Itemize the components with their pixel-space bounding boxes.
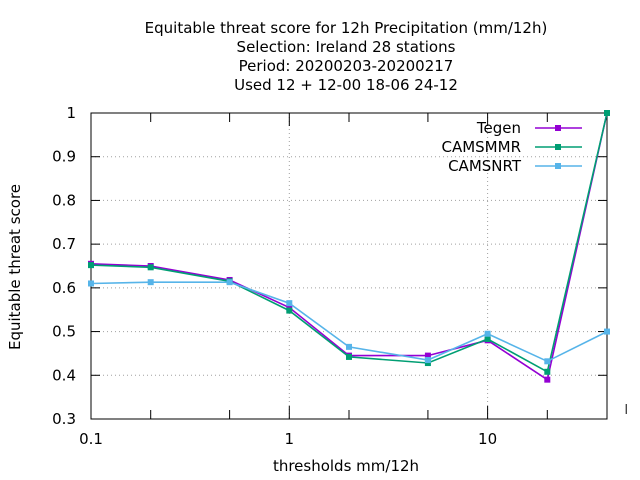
data-point [424, 352, 431, 359]
y-tick-label: 0.7 [52, 235, 76, 253]
data-point [424, 360, 431, 367]
y-tick-label: 0.9 [52, 148, 76, 166]
data-point [544, 358, 551, 365]
legend-label: Tegen [476, 119, 521, 137]
series-lines [88, 110, 610, 383]
y-tick-label: 0.6 [52, 279, 76, 297]
legend-marker [555, 163, 561, 169]
chart-title-line-2: Selection: Ireland 28 stations [237, 38, 456, 56]
grid [91, 113, 607, 419]
data-point [424, 356, 431, 363]
data-point [484, 330, 491, 337]
chart-title-line-4: Used 12 + 12-00 18-06 24-12 [234, 76, 458, 94]
x-tick-label: 1 [285, 430, 295, 448]
legend-label: CAMSNRT [448, 157, 522, 175]
series-line-tegen [90, 112, 608, 382]
plot-border [90, 112, 608, 420]
y-axis-label: Equitable threat score [6, 184, 24, 350]
series-line-camsmmr [90, 112, 608, 374]
y-tick-label: 0.5 [52, 323, 76, 341]
x-tick-label: 0.1 [79, 430, 103, 448]
legend-marker [555, 125, 561, 131]
chart-title: Equitable threat score for 12h Precipita… [145, 19, 548, 94]
y-tick-label: 1 [66, 104, 76, 122]
y-tick-label: 0.8 [52, 191, 76, 209]
y-tick-label: 0.3 [52, 410, 76, 428]
data-point [286, 304, 293, 311]
data-point [544, 376, 551, 383]
x-axis-label: thresholds mm/12h [273, 457, 419, 475]
data-point [88, 280, 94, 287]
y-tick-label: 0.4 [52, 366, 76, 384]
data-point [147, 264, 154, 271]
data-point [484, 336, 491, 343]
data-point [346, 343, 352, 350]
data-point [286, 300, 293, 307]
legend-label: CAMSMMR [441, 138, 521, 156]
chart-title-line-1: Equitable threat score for 12h Precipita… [145, 19, 548, 37]
data-point [604, 328, 610, 335]
data-point [544, 368, 551, 375]
chart-title-line-3: Period: 20200203-20200217 [239, 57, 454, 75]
data-point [147, 279, 154, 286]
data-point [604, 110, 610, 116]
data-point [346, 353, 352, 360]
x-tick-label: 10 [478, 430, 497, 448]
data-point [286, 307, 293, 314]
data-point [88, 262, 94, 269]
legend-marker [555, 144, 561, 150]
data-point [226, 279, 233, 286]
axis-ticks: 0.3 0.4 0.5 0.6 0.7 0.8 0.9 1 0.1 1 10 [52, 104, 627, 448]
